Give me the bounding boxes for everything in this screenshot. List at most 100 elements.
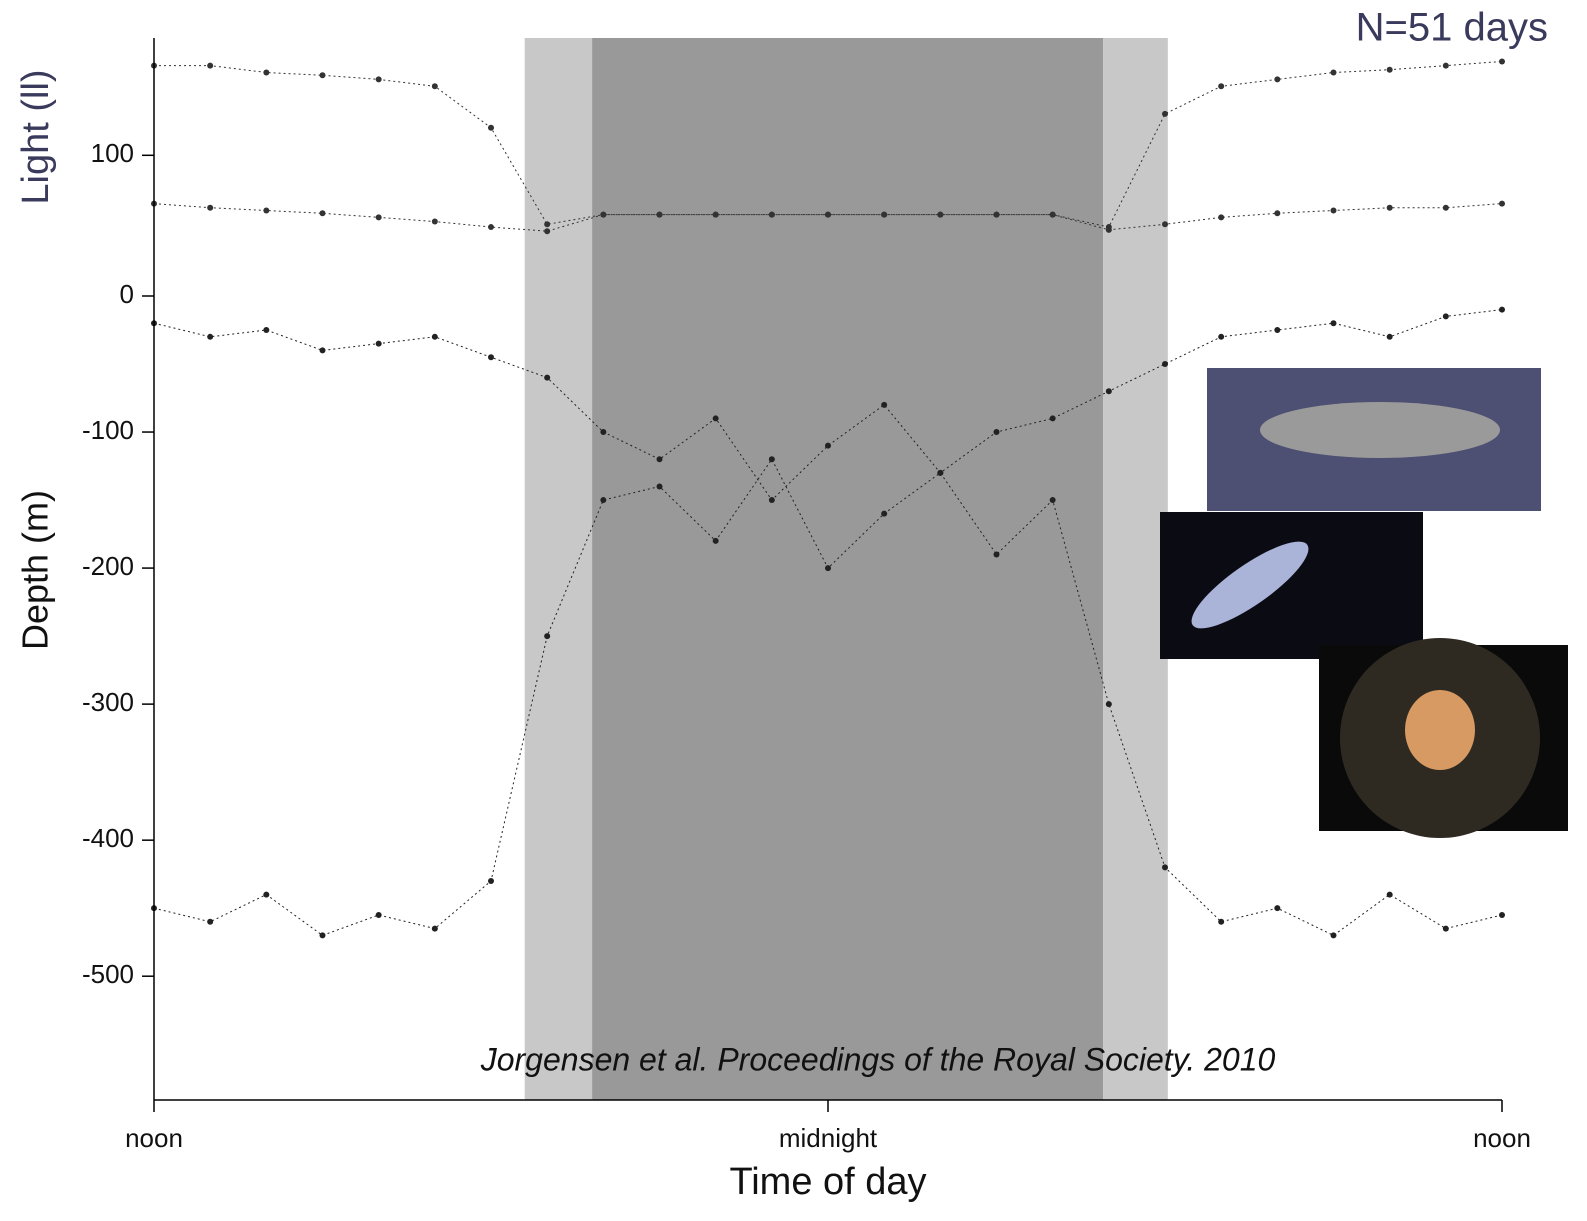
x-tick-label: midnight <box>779 1123 878 1153</box>
point <box>544 228 551 235</box>
point <box>656 211 663 218</box>
point <box>1218 333 1225 340</box>
point <box>375 214 382 221</box>
point <box>431 218 438 225</box>
point <box>544 374 551 381</box>
point <box>1442 925 1449 932</box>
citation: Jorgensen et al. Proceedings of the Roya… <box>480 1041 1276 1077</box>
point <box>993 211 1000 218</box>
point <box>881 401 888 408</box>
point <box>375 911 382 918</box>
point <box>263 891 270 898</box>
x-axis-title: Time of day <box>729 1161 926 1203</box>
y-tick-label: 0 <box>120 279 134 309</box>
bands <box>524 38 1168 1100</box>
y-tick-label: -200 <box>82 551 134 581</box>
point <box>993 429 1000 436</box>
point <box>1442 313 1449 320</box>
point <box>263 69 270 76</box>
point <box>712 415 719 422</box>
y-tick-label: 100 <box>91 138 134 168</box>
point <box>263 327 270 334</box>
cut-text: Gra <box>1436 851 1495 889</box>
point <box>1049 211 1056 218</box>
y-axis-title: Light (ll) <box>15 69 57 204</box>
point <box>825 211 831 218</box>
y-tick-label: -500 <box>82 959 134 989</box>
photos <box>1160 368 1568 838</box>
point <box>993 551 1000 558</box>
point <box>375 76 382 83</box>
fish-shape <box>1260 402 1500 458</box>
point <box>1386 66 1393 73</box>
point <box>656 456 663 463</box>
point <box>431 83 438 90</box>
point <box>488 124 494 131</box>
point <box>937 469 944 476</box>
point <box>488 877 494 884</box>
point <box>1386 204 1393 211</box>
point <box>319 72 326 79</box>
point <box>488 354 494 361</box>
chart-title: N=51 days <box>1356 6 1548 50</box>
point <box>1218 918 1225 925</box>
point <box>544 221 551 228</box>
x-tick-label: noon <box>1473 1123 1531 1153</box>
point <box>1105 388 1112 395</box>
point <box>825 565 831 572</box>
point <box>1386 333 1393 340</box>
point <box>544 633 551 640</box>
point <box>1386 891 1393 898</box>
y-axis-title: Depth (m) <box>15 490 56 650</box>
point <box>319 347 326 354</box>
point <box>1330 932 1337 939</box>
night-band <box>1103 38 1168 1100</box>
point <box>881 510 888 517</box>
point <box>712 537 719 544</box>
point <box>1442 62 1449 69</box>
x-tick-label: noon <box>125 1123 183 1153</box>
point <box>1162 221 1168 228</box>
night-band <box>592 38 1104 1100</box>
point <box>712 211 719 218</box>
point <box>1218 83 1225 90</box>
point <box>768 456 775 463</box>
point <box>825 442 831 449</box>
point <box>1274 76 1281 83</box>
point <box>1499 911 1505 918</box>
point <box>1330 69 1337 76</box>
y-tick-label: -100 <box>82 415 134 445</box>
night-band <box>524 38 593 1100</box>
point <box>1105 226 1112 233</box>
point <box>1330 320 1337 327</box>
point <box>488 224 494 231</box>
point <box>600 211 607 218</box>
point <box>881 211 888 218</box>
krill-photo <box>1160 512 1423 659</box>
point <box>431 925 438 932</box>
point <box>1499 200 1505 207</box>
point <box>1499 58 1505 65</box>
point <box>1049 497 1056 504</box>
point <box>375 340 382 347</box>
point <box>1105 701 1112 708</box>
copepod-shape <box>1405 690 1475 770</box>
marks <box>151 58 1505 939</box>
point <box>768 211 775 218</box>
point <box>1162 864 1168 871</box>
point <box>600 497 607 504</box>
y-tick-label: -400 <box>82 823 134 853</box>
point <box>207 204 214 211</box>
point <box>431 333 438 340</box>
point <box>656 483 663 490</box>
point <box>1162 110 1168 117</box>
point <box>768 497 775 504</box>
point <box>263 207 270 214</box>
point <box>1274 210 1281 217</box>
point <box>1274 905 1281 912</box>
point <box>1499 306 1505 313</box>
point <box>1330 207 1337 214</box>
y-tick-label: -300 <box>82 687 134 717</box>
